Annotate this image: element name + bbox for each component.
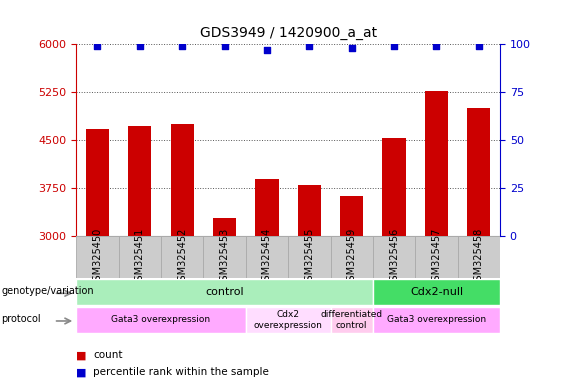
Point — [136, 43, 145, 49]
Text: GSM325458: GSM325458 — [474, 228, 484, 287]
Text: GSM325455: GSM325455 — [305, 228, 314, 287]
Bar — [458, 236, 500, 278]
Bar — [288, 236, 331, 278]
Text: count: count — [93, 350, 123, 360]
Bar — [340, 196, 363, 236]
Text: GSM325459: GSM325459 — [347, 228, 357, 287]
Title: GDS3949 / 1420900_a_at: GDS3949 / 1420900_a_at — [199, 26, 377, 40]
Text: GSM325452: GSM325452 — [177, 228, 187, 287]
Text: Cdx2-null: Cdx2-null — [410, 287, 463, 297]
Bar — [171, 124, 194, 236]
Text: GSM325456: GSM325456 — [389, 228, 399, 287]
Bar — [331, 307, 373, 333]
Point — [177, 43, 186, 49]
Bar — [161, 236, 203, 278]
Text: GSM325454: GSM325454 — [262, 228, 272, 287]
Text: Gata3 overexpression: Gata3 overexpression — [111, 315, 211, 324]
Bar — [373, 307, 500, 333]
Text: GSM325450: GSM325450 — [93, 228, 102, 287]
Text: Cdx2
overexpression: Cdx2 overexpression — [254, 310, 323, 329]
Bar — [383, 137, 406, 236]
Bar — [331, 236, 373, 278]
Point — [347, 45, 356, 51]
Point — [432, 43, 441, 49]
Bar — [203, 236, 246, 278]
Text: GSM325453: GSM325453 — [220, 228, 229, 287]
Bar — [128, 126, 151, 236]
Bar — [119, 236, 161, 278]
Text: differentiated
control: differentiated control — [321, 310, 383, 329]
Bar — [246, 236, 288, 278]
Bar — [246, 307, 331, 333]
Bar — [213, 218, 236, 236]
Text: ■: ■ — [76, 350, 87, 360]
Bar — [467, 108, 490, 236]
Text: protocol: protocol — [1, 314, 41, 324]
Point — [305, 43, 314, 49]
Bar — [425, 91, 448, 236]
Bar — [373, 279, 500, 305]
Text: GSM325457: GSM325457 — [432, 228, 441, 287]
Bar — [298, 185, 321, 236]
Bar — [255, 179, 279, 236]
Text: ■: ■ — [76, 367, 87, 377]
Point — [474, 43, 483, 49]
Bar — [76, 279, 373, 305]
Point — [93, 43, 102, 49]
Point — [389, 43, 398, 49]
Text: control: control — [205, 287, 244, 297]
Text: GSM325451: GSM325451 — [135, 228, 145, 287]
Bar — [86, 129, 109, 236]
Text: percentile rank within the sample: percentile rank within the sample — [93, 367, 269, 377]
Text: Gata3 overexpression: Gata3 overexpression — [387, 315, 486, 324]
Bar — [373, 236, 415, 278]
Point — [262, 47, 271, 53]
Bar — [76, 307, 246, 333]
Text: genotype/variation: genotype/variation — [1, 286, 94, 296]
Bar — [415, 236, 458, 278]
Bar — [76, 236, 119, 278]
Point — [220, 43, 229, 49]
